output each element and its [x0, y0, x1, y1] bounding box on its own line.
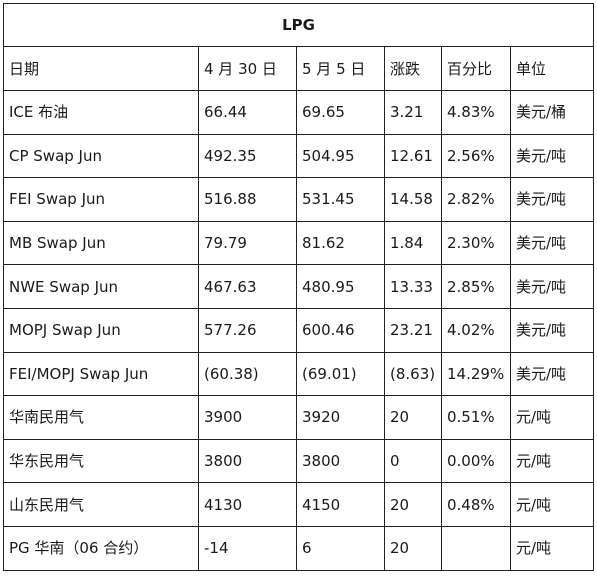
- item-name-cell: NWE Swap Jun: [3, 264, 199, 309]
- unit-cell: 美元/吨: [509, 307, 595, 353]
- lpg-table-container: LPG 日期 4 月 30 日 5 月 5 日 涨跌 百分比 单位 ICE 布油…: [2, 3, 595, 571]
- change-cell: 23.21: [384, 307, 442, 353]
- table-row: FEI Swap Jun 516.88 531.45 14.58 2.82% 美元/吨: [3, 177, 595, 222]
- may-5-value-cell: 600.46: [296, 307, 385, 353]
- table-row: MOPJ Swap Jun 577.26 600.46 23.21 4.02% 美元/吨: [3, 307, 595, 353]
- item-name-cell: 山东民用气: [3, 482, 199, 527]
- apr-30-value-cell: 467.63: [198, 264, 297, 309]
- may-5-value-cell: (69.01): [296, 351, 385, 397]
- percent-cell: 2.56%: [441, 133, 511, 179]
- may-5-value-cell: 3800: [296, 438, 385, 484]
- apr-30-value-cell: (60.38): [198, 351, 297, 397]
- header-unit: 单位: [509, 46, 595, 91]
- unit-cell: 美元/吨: [509, 220, 595, 266]
- item-name-cell: 华南民用气: [3, 395, 199, 440]
- percent-cell: 2.82%: [441, 177, 511, 222]
- unit-cell: 美元/吨: [509, 351, 595, 397]
- table-row: 山东民用气 4130 4150 20 0.48% 元/吨: [3, 482, 595, 527]
- change-cell: 1.84: [384, 220, 442, 266]
- may-5-value-cell: 504.95: [296, 133, 385, 179]
- may-5-value-cell: 81.62: [296, 220, 385, 266]
- header-change: 涨跌: [384, 46, 442, 91]
- apr-30-value-cell: 66.44: [198, 90, 297, 135]
- header-may-5: 5 月 5 日: [296, 46, 385, 91]
- percent-cell: 0.51%: [441, 395, 511, 440]
- percent-cell: [441, 525, 511, 571]
- change-cell: 20: [384, 395, 442, 440]
- table-title: LPG: [2, 3, 595, 47]
- percent-cell: 4.83%: [441, 90, 511, 135]
- change-cell: (8.63): [384, 351, 442, 397]
- change-cell: 20: [384, 482, 442, 527]
- item-name-cell: 华东民用气: [3, 438, 199, 484]
- apr-30-value-cell: 3900: [198, 395, 297, 440]
- change-cell: 13.33: [384, 264, 442, 309]
- percent-cell: 2.30%: [441, 220, 511, 266]
- change-cell: 12.61: [384, 133, 442, 179]
- unit-cell: 元/吨: [509, 482, 595, 527]
- change-cell: 3.21: [384, 90, 442, 135]
- may-5-value-cell: 3920: [296, 395, 385, 440]
- table-row: 华南民用气 3900 3920 20 0.51% 元/吨: [3, 395, 595, 440]
- table-row: CP Swap Jun 492.35 504.95 12.61 2.56% 美元/吨: [3, 133, 595, 179]
- change-cell: 20: [384, 525, 442, 571]
- item-name-cell: ICE 布油: [3, 90, 199, 135]
- apr-30-value-cell: 492.35: [198, 133, 297, 179]
- unit-cell: 元/吨: [509, 438, 595, 484]
- may-5-value-cell: 6: [296, 525, 385, 571]
- change-cell: 14.58: [384, 177, 442, 222]
- table-row: MB Swap Jun 79.79 81.62 1.84 2.30% 美元/吨: [3, 220, 595, 266]
- item-name-cell: FEI Swap Jun: [3, 177, 199, 222]
- table-title-row: LPG: [2, 3, 595, 47]
- header-date: 日期: [3, 46, 199, 91]
- apr-30-value-cell: -14: [198, 525, 297, 571]
- unit-cell: 美元/吨: [509, 133, 595, 179]
- header-apr-30: 4 月 30 日: [198, 46, 297, 91]
- lpg-price-table: LPG 日期 4 月 30 日 5 月 5 日 涨跌 百分比 单位 ICE 布油…: [2, 3, 595, 571]
- may-5-value-cell: 4150: [296, 482, 385, 527]
- apr-30-value-cell: 577.26: [198, 307, 297, 353]
- item-name-cell: MOPJ Swap Jun: [3, 307, 199, 353]
- table-body: LPG 日期 4 月 30 日 5 月 5 日 涨跌 百分比 单位 ICE 布油…: [2, 3, 595, 571]
- change-cell: 0: [384, 438, 442, 484]
- percent-cell: 2.85%: [441, 264, 511, 309]
- percent-cell: 14.29%: [441, 351, 511, 397]
- table-row: FEI/MOPJ Swap Jun (60.38) (69.01) (8.63) 14.…: [3, 351, 595, 397]
- table-row: ICE 布油 66.44 69.65 3.21 4.83% 美元/桶: [3, 90, 595, 135]
- table-row: 华东民用气 3800 3800 0 0.00% 元/吨: [3, 438, 595, 484]
- may-5-value-cell: 531.45: [296, 177, 385, 222]
- table-header-row: 日期 4 月 30 日 5 月 5 日 涨跌 百分比 单位: [3, 46, 595, 91]
- apr-30-value-cell: 3800: [198, 438, 297, 484]
- header-percent: 百分比: [441, 46, 511, 91]
- percent-cell: 0.48%: [441, 482, 511, 527]
- item-name-cell: CP Swap Jun: [3, 133, 199, 179]
- percent-cell: 4.02%: [441, 307, 511, 353]
- item-name-cell: PG 华南（06 合约）: [3, 525, 199, 571]
- item-name-cell: MB Swap Jun: [3, 220, 199, 266]
- unit-cell: 美元/桶: [509, 90, 595, 135]
- apr-30-value-cell: 79.79: [198, 220, 297, 266]
- unit-cell: 美元/吨: [509, 264, 595, 309]
- table-row: PG 华南（06 合约） -14 6 20 元/吨: [3, 525, 595, 571]
- percent-cell: 0.00%: [441, 438, 511, 484]
- unit-cell: 元/吨: [509, 525, 595, 571]
- may-5-value-cell: 480.95: [296, 264, 385, 309]
- apr-30-value-cell: 516.88: [198, 177, 297, 222]
- apr-30-value-cell: 4130: [198, 482, 297, 527]
- item-name-cell: FEI/MOPJ Swap Jun: [3, 351, 199, 397]
- may-5-value-cell: 69.65: [296, 90, 385, 135]
- unit-cell: 美元/吨: [509, 177, 595, 222]
- unit-cell: 元/吨: [509, 395, 595, 440]
- table-row: NWE Swap Jun 467.63 480.95 13.33 2.85% 美元/吨: [3, 264, 595, 309]
